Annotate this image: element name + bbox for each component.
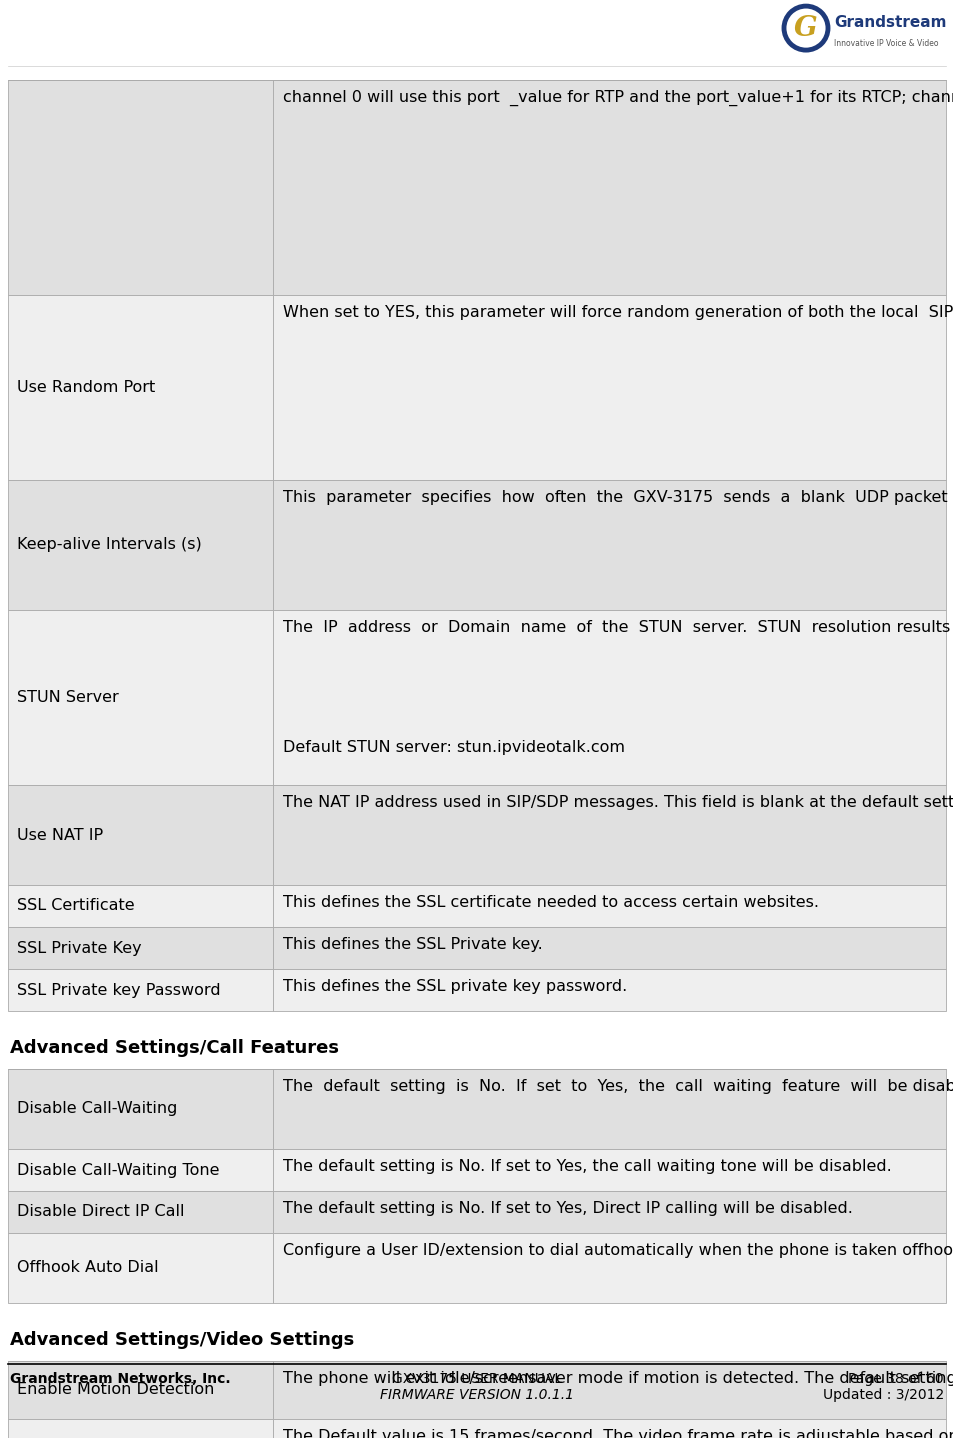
Text: Use Random Port: Use Random Port — [17, 380, 155, 395]
Bar — [273, 884, 945, 928]
Bar — [273, 1191, 945, 1232]
Text: The  IP  address  or  Domain  name  of  the  STUN  server.  STUN  resolution res: The IP address or Domain name of the STU… — [283, 620, 953, 636]
Bar — [8, 1232, 273, 1303]
Bar — [273, 969, 945, 1011]
Text: Enable Motion Detection: Enable Motion Detection — [17, 1382, 214, 1398]
Bar — [8, 295, 273, 480]
Bar — [273, 1068, 945, 1149]
Bar — [273, 610, 945, 785]
Text: The Default value is 15 frames/second. The video frame rate is adjustable based : The Default value is 15 frames/second. T… — [283, 1429, 953, 1438]
Bar — [273, 295, 945, 480]
Text: Disable Call-Waiting Tone: Disable Call-Waiting Tone — [17, 1162, 219, 1178]
Bar — [8, 1360, 273, 1419]
Text: STUN Server: STUN Server — [17, 690, 118, 705]
Text: Disable Direct IP Call: Disable Direct IP Call — [17, 1205, 184, 1219]
Bar — [8, 1191, 273, 1232]
Text: Grandstream Networks, Inc.: Grandstream Networks, Inc. — [10, 1372, 231, 1386]
Text: Advanced Settings/Video Settings: Advanced Settings/Video Settings — [10, 1332, 354, 1349]
Text: This  parameter  specifies  how  often  the  GXV-3175  sends  a  blank  UDP pack: This parameter specifies how often the G… — [283, 490, 953, 505]
Bar — [8, 1149, 273, 1191]
Text: Offhook Auto Dial: Offhook Auto Dial — [17, 1261, 158, 1276]
Bar — [8, 785, 273, 884]
Text: The default setting is No. If set to Yes, the call waiting tone will be disabled: The default setting is No. If set to Yes… — [283, 1159, 891, 1173]
Text: This defines the SSL Private key.: This defines the SSL Private key. — [283, 938, 542, 952]
Text: G: G — [793, 14, 817, 42]
Text: Page 38 of 60: Page 38 of 60 — [847, 1372, 943, 1386]
Bar — [8, 480, 273, 610]
Text: Configure a User ID/extension to dial automatically when the phone is taken offh: Configure a User ID/extension to dial au… — [283, 1242, 953, 1258]
Text: The phone will exit idle/screensaver mode if motion is detected. The default set: The phone will exit idle/screensaver mod… — [283, 1370, 953, 1386]
Bar — [273, 1149, 945, 1191]
Text: The  default  setting  is  No.  If  set  to  Yes,  the  call  waiting  feature  : The default setting is No. If set to Yes… — [283, 1078, 953, 1094]
Bar — [273, 1360, 945, 1419]
Text: SSL Certificate: SSL Certificate — [17, 899, 134, 913]
Bar — [8, 81, 273, 295]
Bar — [273, 785, 945, 884]
Bar — [273, 1419, 945, 1438]
Text: Advanced Settings/Call Features: Advanced Settings/Call Features — [10, 1040, 338, 1057]
Text: Use NAT IP: Use NAT IP — [17, 827, 103, 843]
Text: Grandstream: Grandstream — [833, 14, 945, 30]
Bar — [8, 1068, 273, 1149]
Bar — [8, 610, 273, 785]
Text: Disable Call-Waiting: Disable Call-Waiting — [17, 1102, 177, 1116]
Text: SSL Private key Password: SSL Private key Password — [17, 982, 220, 998]
Bar — [8, 1419, 273, 1438]
Bar — [273, 1232, 945, 1303]
Bar — [273, 480, 945, 610]
Text: channel 0 will use this port  _value for RTP and the port_value+1 for its RTCP; : channel 0 will use this port _value for … — [283, 91, 953, 106]
Text: When set to YES, this parameter will force random generation of both the local  : When set to YES, this parameter will for… — [283, 305, 953, 321]
Text: FIRMWARE VERSION 1.0.1.1: FIRMWARE VERSION 1.0.1.1 — [379, 1388, 574, 1402]
Bar — [8, 884, 273, 928]
Text: SSL Private Key: SSL Private Key — [17, 940, 141, 955]
Bar — [8, 928, 273, 969]
Text: Keep-alive Intervals (s): Keep-alive Intervals (s) — [17, 538, 201, 552]
Text: The NAT IP address used in SIP/SDP messages. This field is blank at the default : The NAT IP address used in SIP/SDP messa… — [283, 795, 953, 810]
Bar — [8, 969, 273, 1011]
Text: This defines the SSL private key password.: This defines the SSL private key passwor… — [283, 979, 626, 994]
Text: This defines the SSL certificate needed to access certain websites.: This defines the SSL certificate needed … — [283, 894, 818, 910]
Text: Default STUN server: stun.ipvideotalk.com: Default STUN server: stun.ipvideotalk.co… — [283, 741, 624, 755]
Bar — [273, 928, 945, 969]
Bar — [273, 81, 945, 295]
Text: Innovative IP Voice & Video: Innovative IP Voice & Video — [833, 39, 938, 49]
Text: Updated : 3/2012: Updated : 3/2012 — [821, 1388, 943, 1402]
Text: The default setting is No. If set to Yes, Direct IP calling will be disabled.: The default setting is No. If set to Yes… — [283, 1201, 852, 1217]
Text: GXV3175 USER MANUAL: GXV3175 USER MANUAL — [392, 1372, 561, 1386]
